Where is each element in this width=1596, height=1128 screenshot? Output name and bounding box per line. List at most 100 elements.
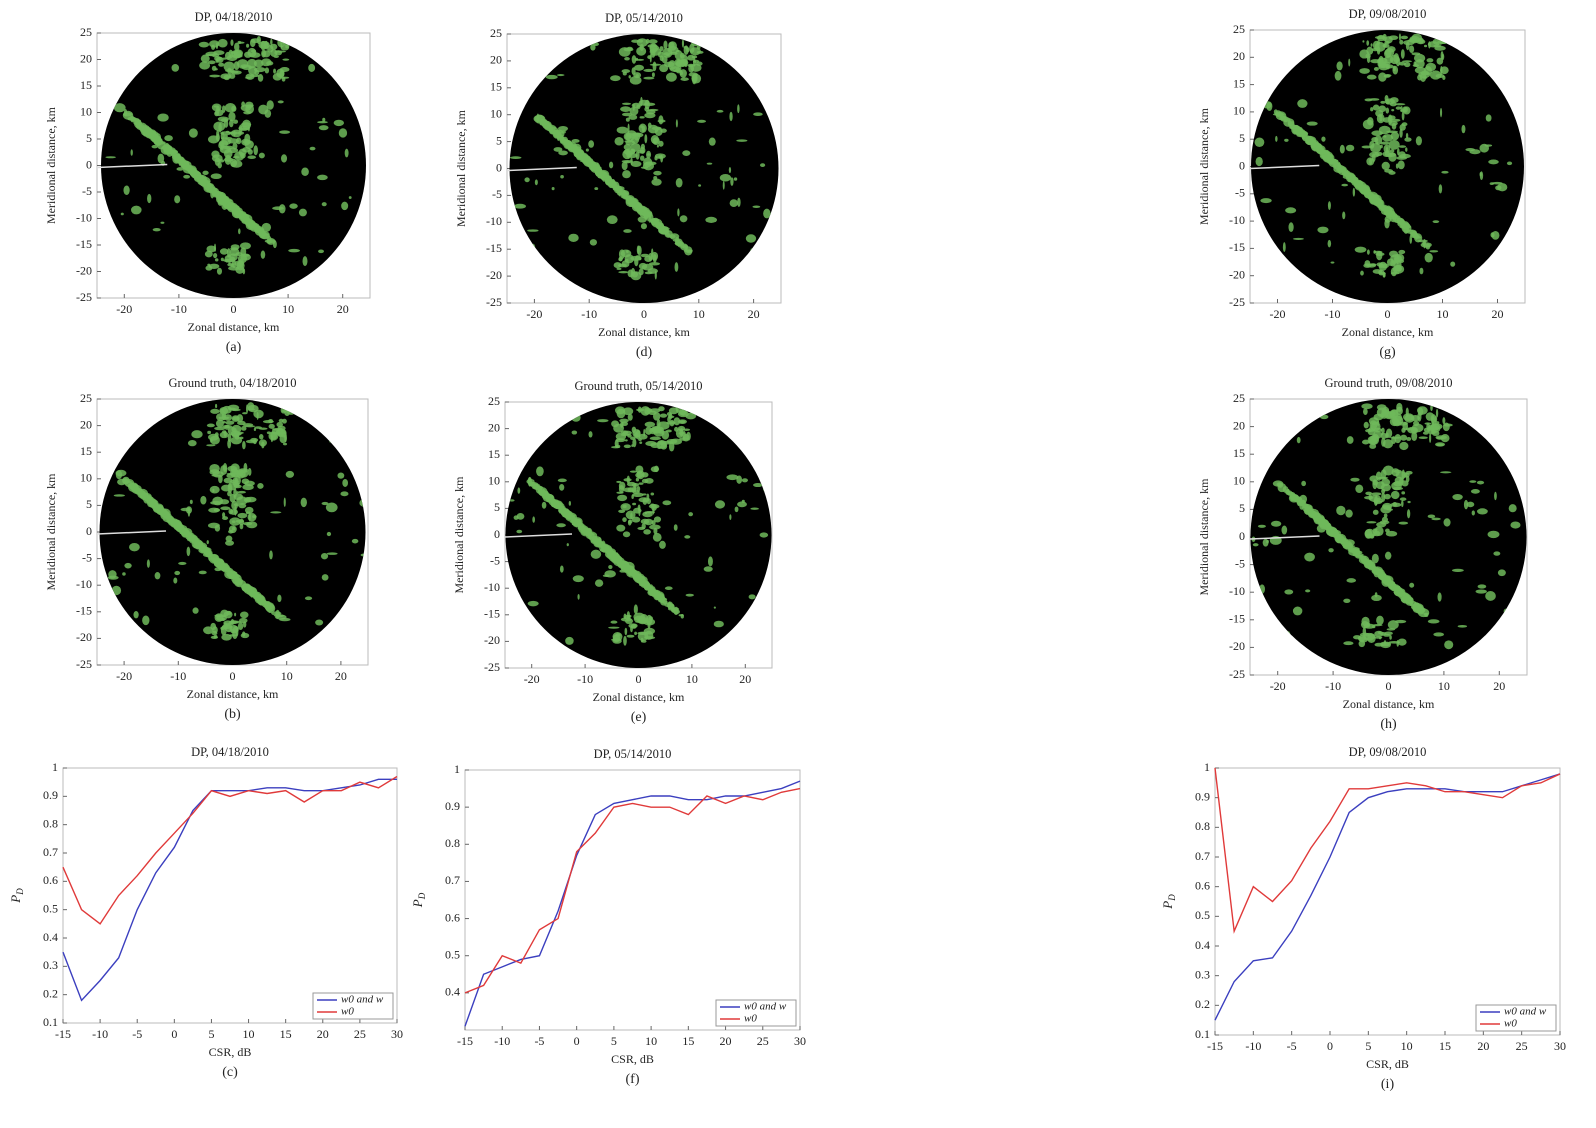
x-tick-label: 10 bbox=[1437, 307, 1449, 321]
echo bbox=[742, 478, 748, 482]
echo bbox=[1348, 547, 1360, 551]
echo bbox=[232, 527, 235, 531]
echo bbox=[277, 595, 281, 602]
y-tick-label: 25 bbox=[1233, 391, 1245, 405]
echo bbox=[544, 119, 546, 128]
y-tick-label: 0.9 bbox=[1195, 789, 1210, 803]
echo bbox=[222, 105, 226, 113]
echo bbox=[643, 529, 651, 534]
x-tick-label: 20 bbox=[1492, 307, 1504, 321]
echo bbox=[1383, 135, 1386, 137]
echo bbox=[1340, 145, 1345, 154]
x-tick-label: 0 bbox=[171, 1027, 177, 1041]
y-tick-label: -25 bbox=[76, 290, 92, 304]
echo bbox=[622, 191, 629, 199]
echo bbox=[730, 199, 738, 207]
echo bbox=[268, 419, 273, 423]
y-tick-label: 0.9 bbox=[445, 799, 460, 813]
echo bbox=[234, 613, 236, 617]
echo bbox=[1327, 160, 1336, 164]
echo bbox=[643, 429, 645, 437]
x-tick-label: -15 bbox=[1207, 1039, 1223, 1053]
echo bbox=[630, 157, 632, 164]
echo bbox=[634, 433, 636, 436]
echo bbox=[714, 606, 716, 608]
echo bbox=[1429, 433, 1431, 443]
echo bbox=[1301, 481, 1306, 486]
echo bbox=[729, 514, 731, 520]
echo bbox=[1340, 539, 1345, 542]
y-tick-label: 5 bbox=[86, 131, 92, 145]
echo bbox=[216, 42, 219, 46]
echo bbox=[625, 628, 628, 635]
echo bbox=[643, 69, 654, 72]
echo bbox=[150, 500, 155, 507]
echo bbox=[222, 425, 232, 428]
echo bbox=[220, 465, 227, 475]
echo bbox=[188, 167, 197, 175]
echo bbox=[1464, 500, 1468, 510]
legend-label: w0 bbox=[744, 1013, 757, 1025]
echo bbox=[253, 145, 258, 155]
echo bbox=[645, 100, 650, 109]
echo bbox=[653, 412, 660, 421]
echo bbox=[229, 204, 234, 208]
echo bbox=[1401, 49, 1405, 59]
echo bbox=[1393, 481, 1402, 486]
echo bbox=[210, 501, 221, 505]
echo bbox=[619, 419, 629, 423]
echo bbox=[1400, 109, 1406, 112]
echo bbox=[209, 464, 220, 473]
y-tick-label: 10 bbox=[1233, 104, 1245, 118]
echo bbox=[1472, 510, 1475, 515]
echo bbox=[1401, 500, 1403, 507]
echo bbox=[1283, 242, 1286, 252]
echo bbox=[1289, 126, 1299, 129]
echo bbox=[568, 234, 578, 242]
echo bbox=[1375, 135, 1383, 145]
x-tick-label: -10 bbox=[494, 1034, 510, 1048]
echo bbox=[1423, 431, 1429, 434]
echo bbox=[665, 586, 673, 590]
echo bbox=[1436, 409, 1438, 418]
echo bbox=[1486, 114, 1492, 121]
echo bbox=[1433, 632, 1444, 636]
echo bbox=[594, 187, 598, 190]
echo bbox=[536, 466, 544, 476]
echo bbox=[638, 507, 640, 516]
echo bbox=[648, 123, 652, 129]
x-tick-label: 0 bbox=[1385, 307, 1391, 321]
echo bbox=[1491, 231, 1499, 240]
y-axis-label: PD bbox=[410, 892, 427, 908]
echo bbox=[251, 49, 256, 52]
echo bbox=[1343, 599, 1350, 603]
echo bbox=[1368, 439, 1377, 444]
echo bbox=[1305, 589, 1310, 592]
echo bbox=[1353, 188, 1355, 197]
echo bbox=[683, 428, 690, 431]
echo bbox=[1336, 506, 1345, 515]
y-tick-label: 0.3 bbox=[43, 958, 58, 972]
echo bbox=[301, 168, 309, 176]
echo bbox=[698, 184, 701, 187]
echo bbox=[742, 500, 745, 503]
x-tick-label: -10 bbox=[1325, 679, 1341, 693]
echo bbox=[1328, 201, 1331, 210]
echo bbox=[637, 527, 645, 530]
echo bbox=[1376, 251, 1382, 260]
x-tick-label: 5 bbox=[611, 1034, 617, 1048]
y-tick-label: -25 bbox=[1229, 667, 1245, 681]
echo bbox=[207, 424, 215, 428]
echo bbox=[133, 611, 138, 618]
y-axis-label: PD bbox=[1160, 894, 1177, 910]
echo bbox=[660, 414, 667, 418]
echo bbox=[222, 57, 226, 59]
echo bbox=[215, 404, 217, 408]
echo bbox=[1346, 578, 1356, 583]
x-tick-label: -5 bbox=[534, 1034, 544, 1048]
echo bbox=[218, 116, 229, 121]
caption: (i) bbox=[1381, 1077, 1395, 1092]
x-tick-label: -20 bbox=[1270, 679, 1286, 693]
echo bbox=[1412, 424, 1424, 433]
